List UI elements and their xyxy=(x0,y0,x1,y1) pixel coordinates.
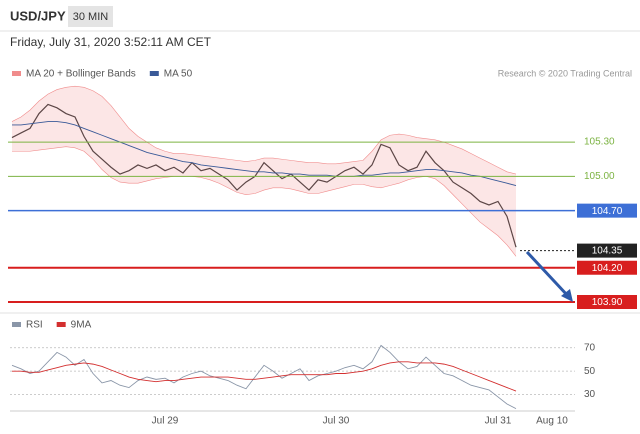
bollinger-lower xyxy=(12,146,517,257)
x-tick-label: Jul 31 xyxy=(485,416,512,427)
interval-button[interactable] xyxy=(68,6,113,27)
price-line xyxy=(11,103,517,248)
level-box xyxy=(577,243,637,258)
symbol: USD/JPY xyxy=(10,8,66,23)
x-tick-label: Jul 29 xyxy=(152,416,179,427)
y-tick-label: 30 xyxy=(584,389,596,400)
bollinger-upper xyxy=(11,85,517,175)
legend-swatch xyxy=(12,71,21,76)
y-tick-label: 50 xyxy=(584,366,596,377)
legend-label: MA 50 xyxy=(164,69,193,80)
level-box xyxy=(577,260,637,275)
ma-line xyxy=(12,121,517,186)
bollinger-fill xyxy=(12,86,516,257)
legend-label: RSI xyxy=(26,320,43,331)
legend-swatch xyxy=(56,322,66,327)
level-label: 104.70 xyxy=(592,206,623,217)
x-tick-label: Aug 10 xyxy=(536,416,568,427)
rsi-ma-line xyxy=(12,361,517,392)
level-box xyxy=(577,203,637,218)
legend-label: MA 20 + Bollinger Bands xyxy=(26,69,136,80)
legend-swatch xyxy=(149,71,159,76)
level-label: 104.35 xyxy=(592,246,623,257)
timestamp: Friday, July 31, 2020 3:52:11 AM CET xyxy=(10,35,212,49)
level-label: 105.30 xyxy=(584,137,615,148)
level-label: 104.20 xyxy=(592,263,623,274)
y-tick-label: 70 xyxy=(584,342,596,353)
forecast-arrow xyxy=(525,250,570,298)
level-label: 103.90 xyxy=(592,297,623,308)
x-tick-label: Jul 30 xyxy=(323,416,350,427)
interval-label[interactable]: 30 MIN xyxy=(73,11,109,23)
forecast-arrowhead xyxy=(561,289,573,302)
legend-swatch xyxy=(12,322,21,327)
credit: Research © 2020 Trading Central xyxy=(498,68,632,78)
plot-area: MA 20 + Bollinger Bands MA 50 105.30 105.00… xyxy=(8,69,637,427)
legend-label: 9MA xyxy=(71,320,92,331)
level-box xyxy=(577,295,637,310)
level-label: 105.00 xyxy=(584,171,615,182)
